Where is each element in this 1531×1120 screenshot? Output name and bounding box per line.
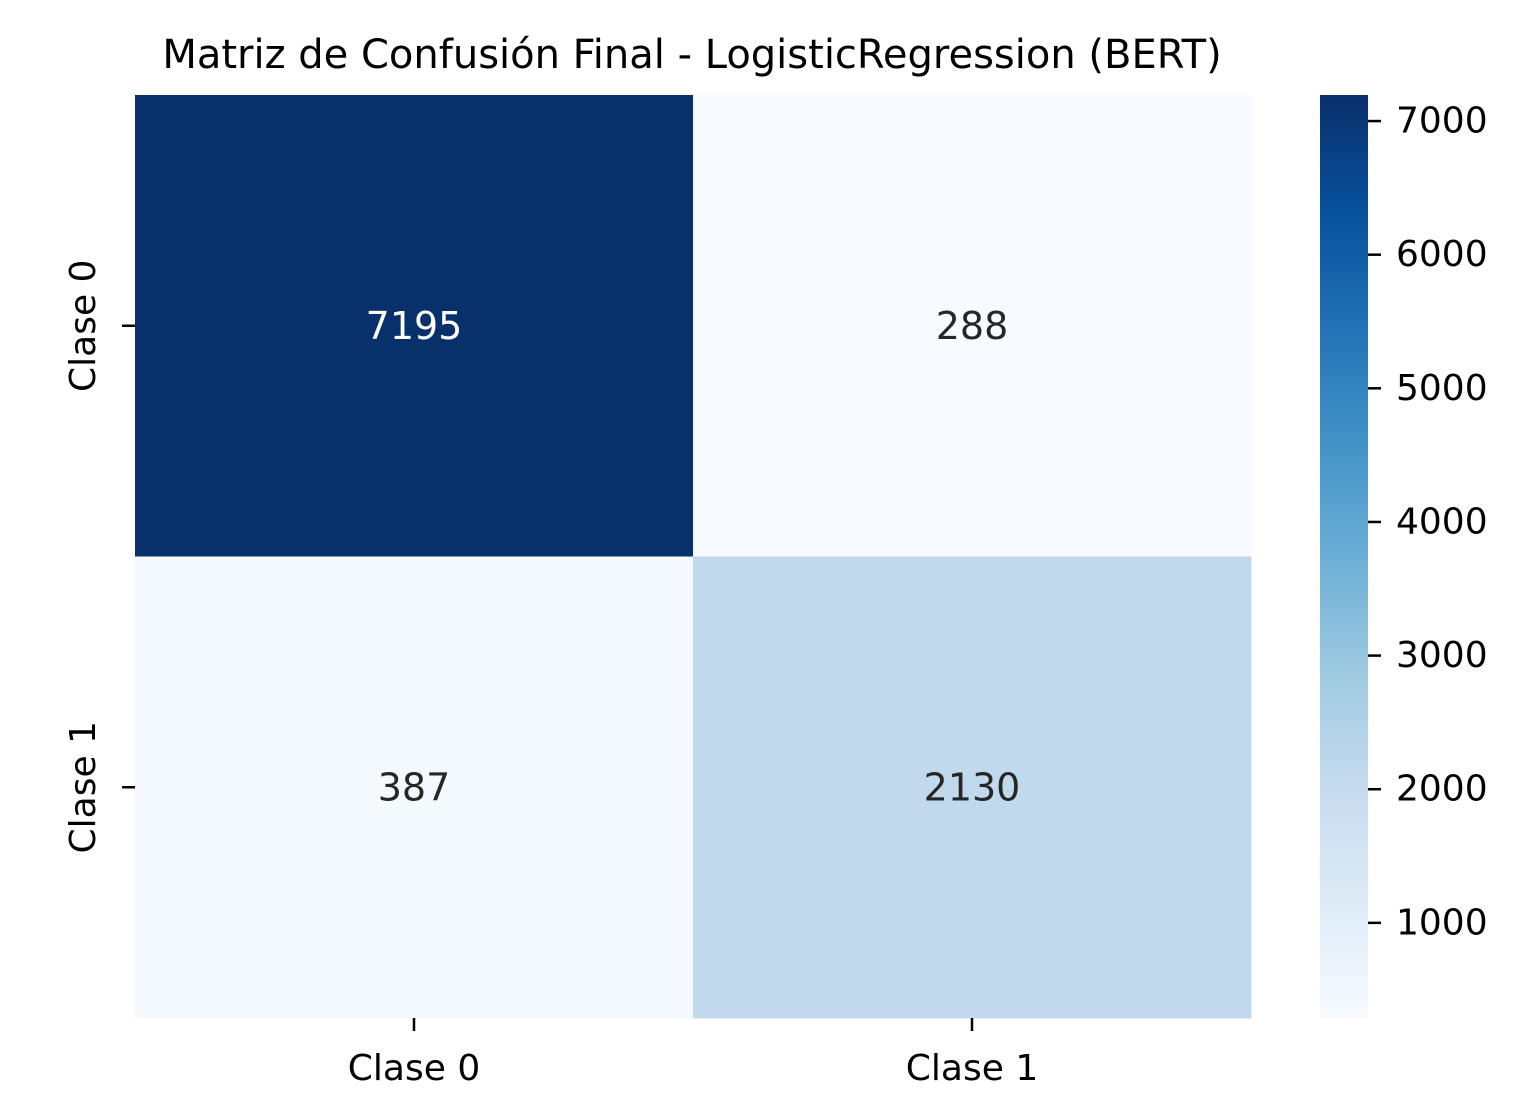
x-tick-label: Clase 1 <box>906 1048 1038 1089</box>
colorbar <box>1320 95 1368 1018</box>
colorbar-tick-label: 2000 <box>1396 769 1488 810</box>
heatmap-cells <box>135 95 1252 1019</box>
heatmap-cell <box>693 556 1252 1019</box>
colorbar-tick-label: 3000 <box>1396 635 1488 676</box>
heatmap-cell <box>135 95 694 557</box>
cell-value-label: 387 <box>378 765 451 809</box>
colorbar-tick-label: 7000 <box>1396 101 1488 142</box>
y-tick-label: Clase 1 <box>63 721 104 853</box>
cell-value-label: 7195 <box>366 304 463 348</box>
colorbar-axis: 1000 2000 3000 4000 5000 6000 7000 <box>1368 101 1488 943</box>
cell-annotations: 7195 288 387 2130 <box>366 304 1021 810</box>
colorbar-tick-label: 1000 <box>1396 902 1488 943</box>
x-tick-label: Clase 0 <box>348 1048 480 1089</box>
cell-value-label: 2130 <box>924 765 1021 809</box>
x-axis: Clase 0 Clase 1 <box>348 1018 1038 1089</box>
heatmap-cell <box>135 556 694 1019</box>
cell-value-label: 288 <box>936 304 1009 348</box>
colorbar-tick-label: 5000 <box>1396 368 1488 409</box>
heatmap-cell <box>693 95 1252 557</box>
colorbar-tick-label: 6000 <box>1396 234 1488 275</box>
y-axis: Clase 0 Clase 1 <box>63 260 135 853</box>
colorbar-tick-label: 4000 <box>1396 501 1488 542</box>
chart-title: Matriz de Confusión Final - LogisticRegr… <box>162 32 1221 78</box>
y-tick-label: Clase 0 <box>63 260 104 392</box>
